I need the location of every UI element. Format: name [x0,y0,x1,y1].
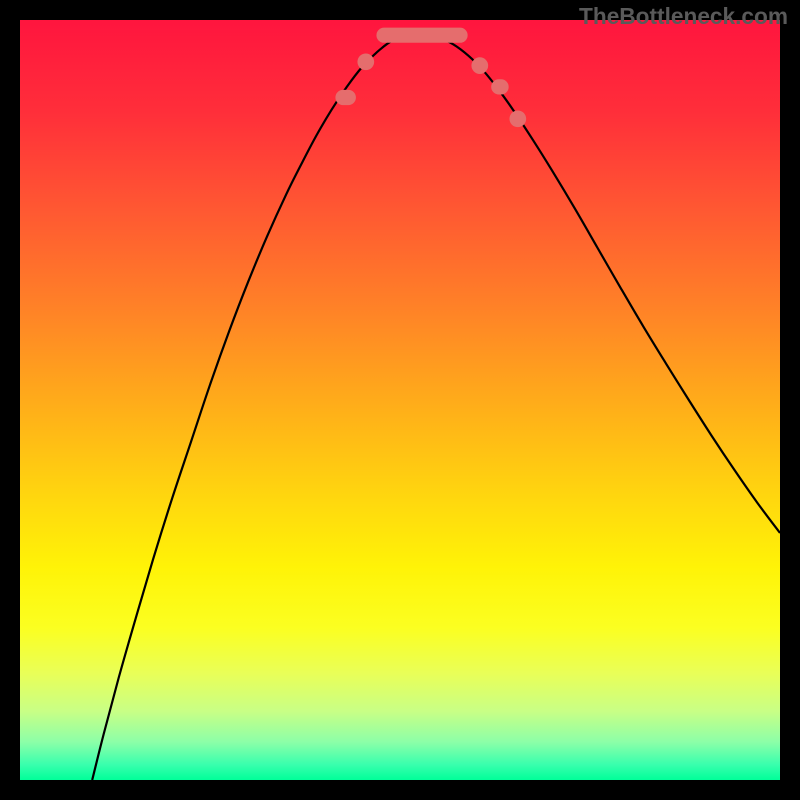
plot-area [20,20,780,780]
curve-marker-pill [335,90,356,105]
plot-background [20,20,780,780]
curve-marker-pill [491,79,508,94]
curve-marker-dot [509,110,526,127]
bottleneck-curve-chart [20,20,780,780]
curve-marker-pill [376,28,467,43]
curve-marker-dot [471,57,488,74]
watermark-text: TheBottleneck.com [579,3,788,30]
chart-container: TheBottleneck.com [0,0,800,800]
curve-marker-dot [357,53,374,70]
